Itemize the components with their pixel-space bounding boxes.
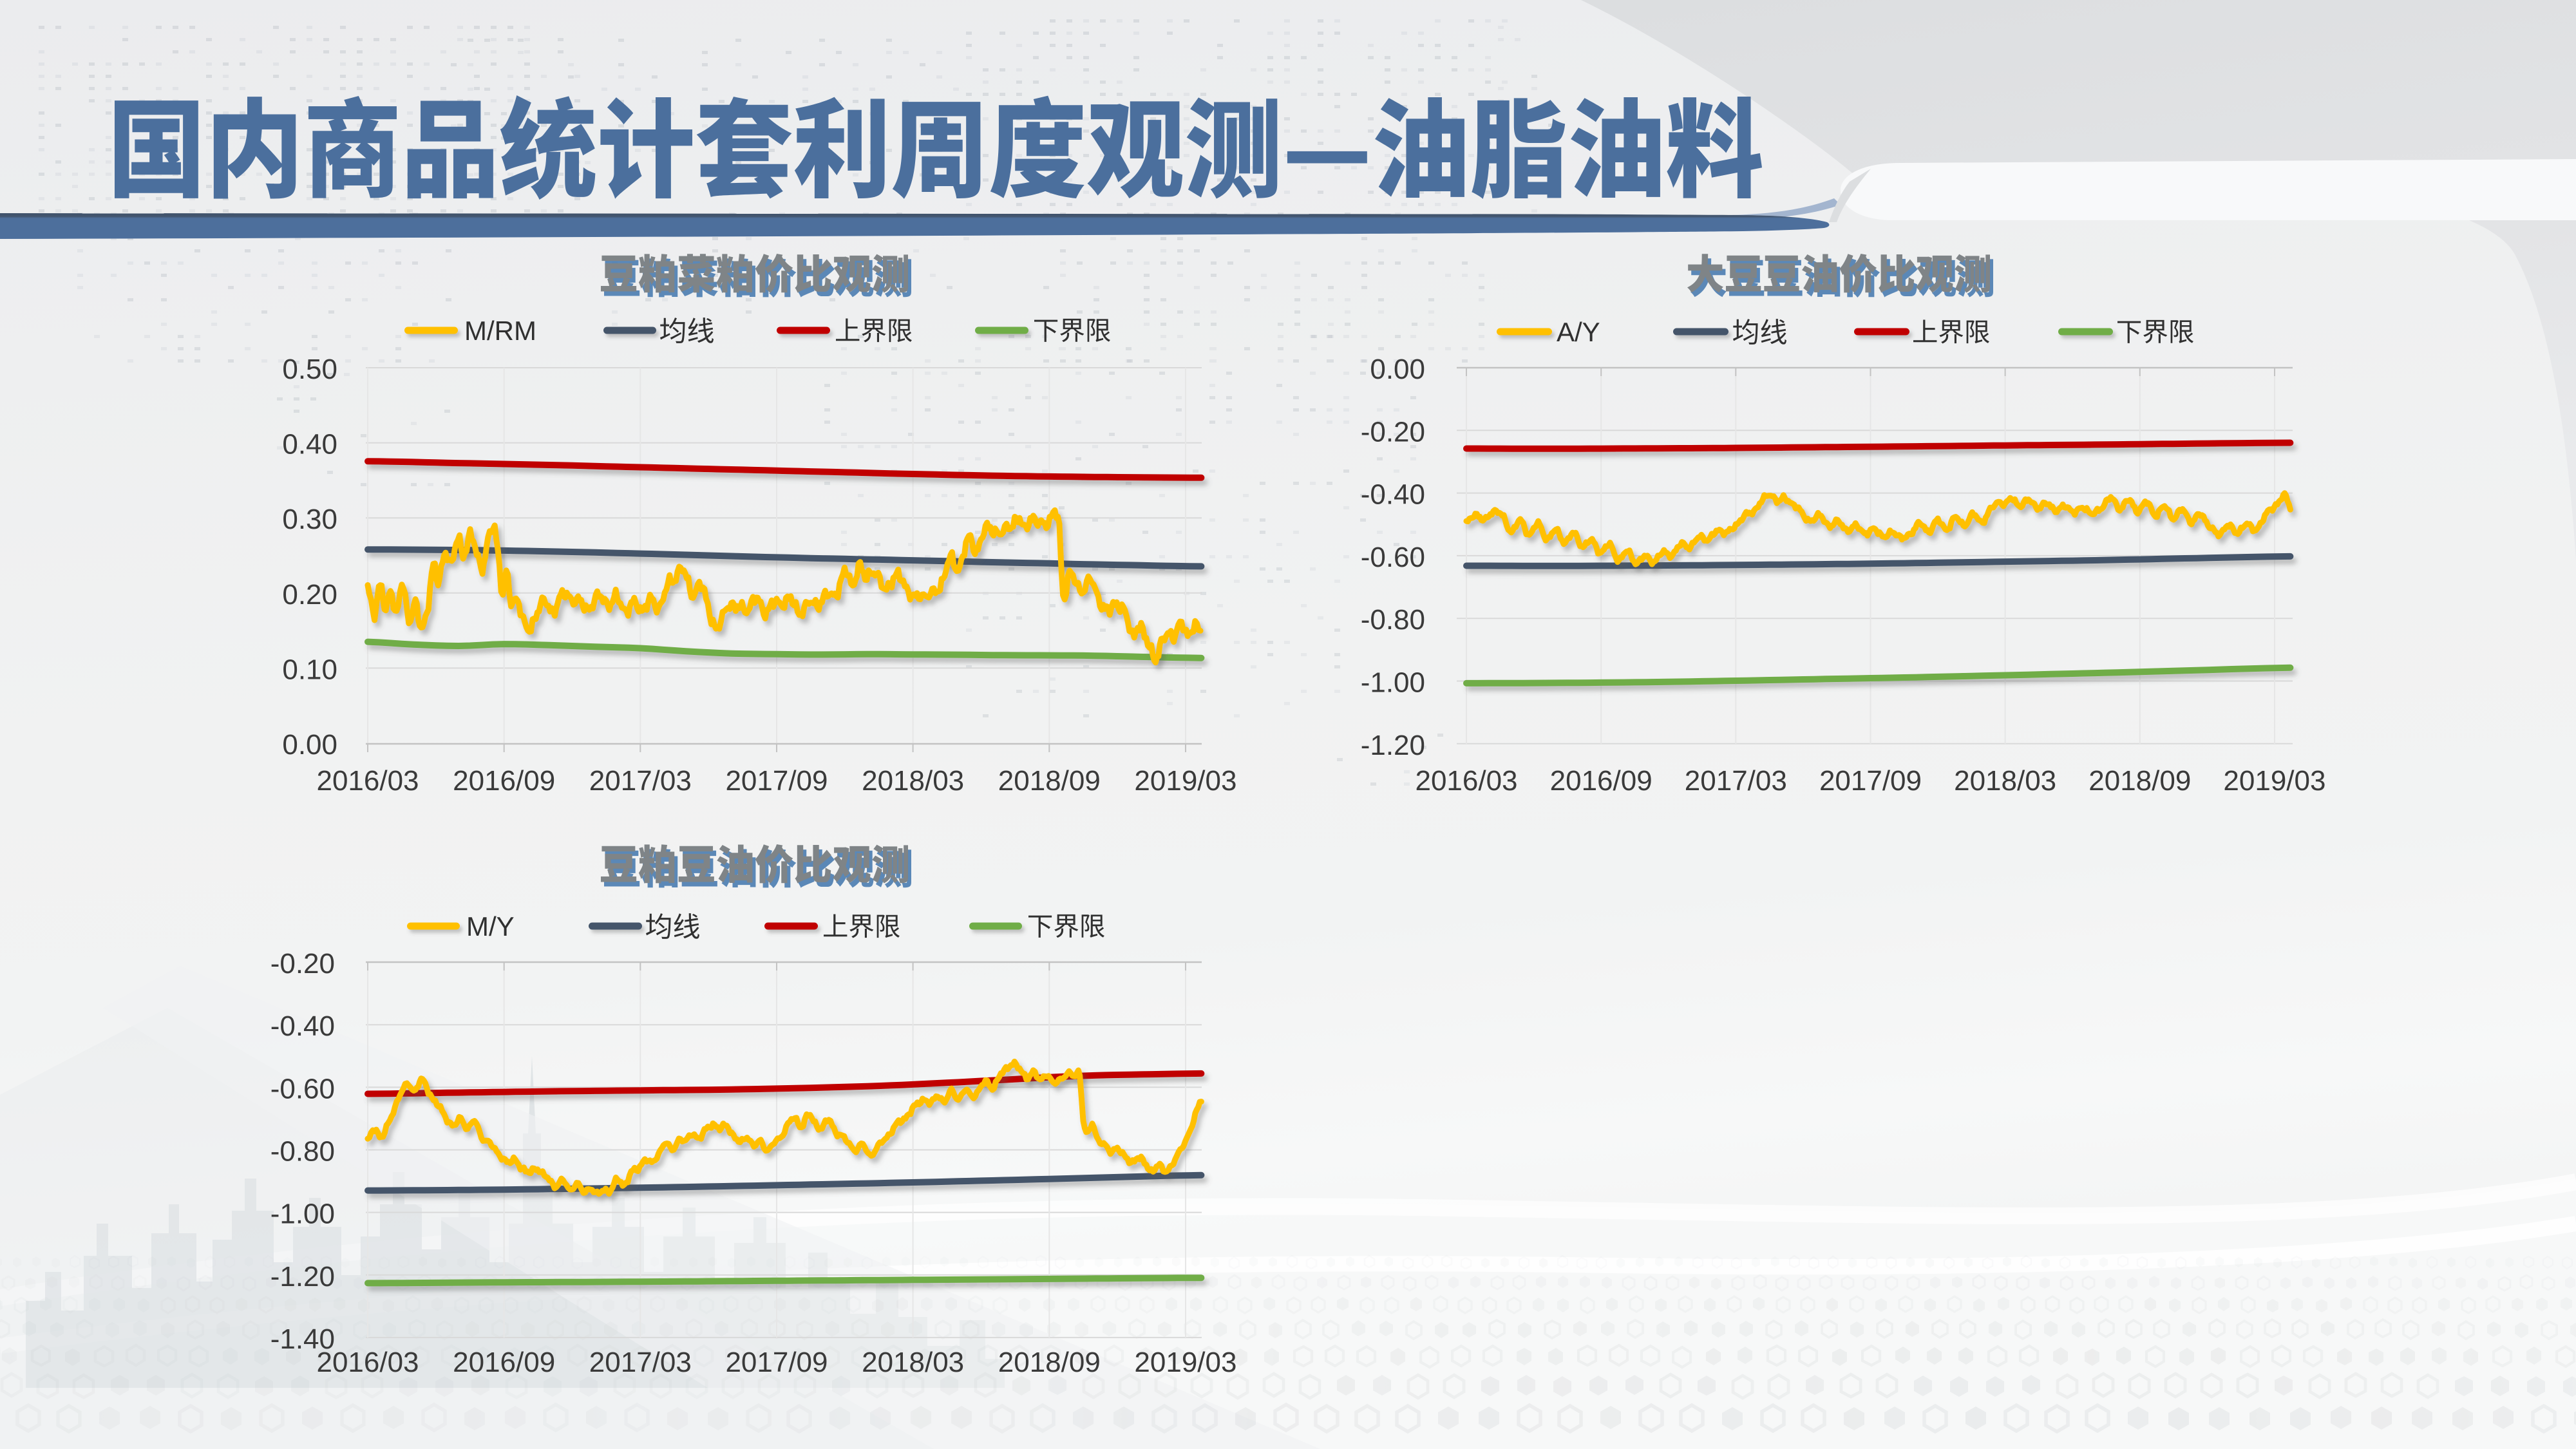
svg-text:2019/03: 2019/03 <box>1134 1347 1236 1378</box>
svg-text:-1.20: -1.20 <box>1361 730 1425 761</box>
svg-text:0.40: 0.40 <box>282 429 337 460</box>
svg-text:-1.40: -1.40 <box>270 1323 335 1355</box>
svg-text:2017/09: 2017/09 <box>725 1347 828 1378</box>
svg-text:2016/03: 2016/03 <box>316 1347 419 1378</box>
svg-text:2016/09: 2016/09 <box>453 765 555 797</box>
svg-text:2017/09: 2017/09 <box>725 765 828 797</box>
svg-text:2016/03: 2016/03 <box>316 765 419 797</box>
svg-text:A/Y: A/Y <box>1557 317 1600 347</box>
svg-text:2017/03: 2017/03 <box>589 765 692 797</box>
svg-text:2018/09: 2018/09 <box>998 1347 1101 1378</box>
svg-text:0.30: 0.30 <box>282 504 337 535</box>
svg-text:M/RM: M/RM <box>464 316 536 346</box>
svg-text:0.20: 0.20 <box>282 579 337 611</box>
svg-text:-0.60: -0.60 <box>270 1073 335 1104</box>
svg-text:-0.20: -0.20 <box>270 948 335 980</box>
svg-text:2016/03: 2016/03 <box>1415 765 1517 797</box>
svg-text:0.00: 0.00 <box>1370 354 1425 385</box>
svg-text:-1.00: -1.00 <box>270 1198 335 1230</box>
svg-text:2018/03: 2018/03 <box>862 1347 964 1378</box>
svg-text:0.00: 0.00 <box>282 729 337 761</box>
svg-text:2018/09: 2018/09 <box>998 765 1101 797</box>
svg-text:M/Y: M/Y <box>466 911 515 942</box>
svg-text:2017/03: 2017/03 <box>1685 765 1787 797</box>
svg-text:-0.40: -0.40 <box>1361 479 1425 511</box>
svg-text:2016/09: 2016/09 <box>453 1347 555 1378</box>
svg-text:2018/03: 2018/03 <box>862 765 964 797</box>
svg-text:-0.80: -0.80 <box>270 1135 335 1167</box>
svg-text:-0.20: -0.20 <box>1361 416 1425 448</box>
svg-text:-0.80: -0.80 <box>1361 604 1425 636</box>
svg-text:-0.40: -0.40 <box>270 1010 335 1042</box>
svg-text:-1.00: -1.00 <box>1361 667 1425 699</box>
svg-text:2017/03: 2017/03 <box>589 1347 692 1378</box>
svg-text:-1.20: -1.20 <box>270 1261 335 1293</box>
svg-text:2018/03: 2018/03 <box>1954 765 2056 797</box>
svg-text:0.50: 0.50 <box>282 354 337 385</box>
svg-text:2017/09: 2017/09 <box>1819 765 1922 797</box>
svg-text:2019/03: 2019/03 <box>2223 765 2325 797</box>
svg-text:-0.60: -0.60 <box>1361 542 1425 573</box>
svg-text:2016/09: 2016/09 <box>1550 765 1653 797</box>
svg-text:2019/03: 2019/03 <box>1134 765 1236 797</box>
svg-text:0.10: 0.10 <box>282 654 337 685</box>
svg-text:2018/09: 2018/09 <box>2088 765 2191 797</box>
